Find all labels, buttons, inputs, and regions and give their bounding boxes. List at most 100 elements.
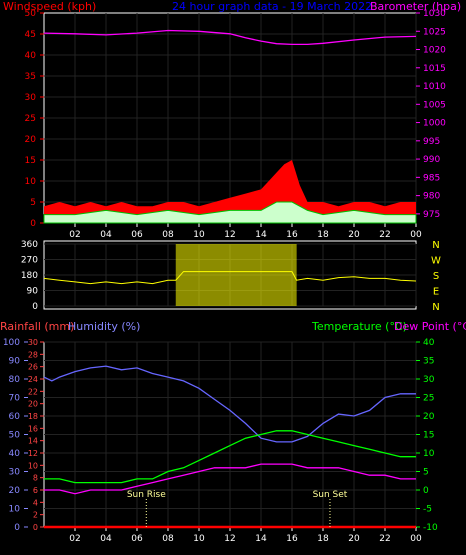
time-tick-label: 02 — [69, 534, 80, 544]
direction-tick-label: 0 — [32, 302, 38, 312]
sunrise-label: Sun Rise — [127, 490, 166, 500]
wind-tick-label: 25 — [25, 114, 36, 124]
temperature-tick-label: 15 — [423, 431, 434, 441]
time-tick-label: 10 — [193, 230, 205, 240]
chart-title: 24 hour graph data - 19 March 2022 — [172, 0, 372, 13]
wind-tick-label: 50 — [25, 9, 37, 19]
baro-tick-label: 995 — [423, 137, 440, 147]
direction-tick-label: 270 — [21, 256, 38, 266]
baro-tick-label: 980 — [423, 192, 440, 202]
barometer-axis-ticks: 1030 1025 1020 1015 1010 1005 1000 995 990 985 980… — [416, 9, 446, 220]
baro-tick-label: 1025 — [423, 27, 446, 37]
time-tick-label: 18 — [317, 534, 329, 544]
rainfall-tick-label: 6 — [33, 486, 38, 495]
temperature-line — [44, 430, 416, 484]
wind-tick-label: 5 — [30, 198, 36, 208]
time-tick-label: 12 — [224, 534, 235, 544]
time-tick-label: 04 — [100, 534, 112, 544]
time-tick-label: 16 — [286, 534, 298, 544]
humidity-tick-label: 10 — [9, 505, 21, 515]
wind-tick-label: 20 — [25, 135, 37, 145]
humidity-tick-label: 40 — [9, 449, 21, 459]
temperature-tick-label: 0 — [423, 486, 429, 496]
time-tick-label: 06 — [131, 230, 143, 240]
direction-compass-label: N — [432, 240, 439, 251]
gust-area — [43, 201, 417, 224]
humidity-tick-label: 80 — [9, 375, 21, 385]
baro-tick-label: 1030 — [423, 9, 446, 19]
wind-tick-label: 15 — [25, 156, 36, 166]
wind-tick-label: 0 — [30, 219, 36, 229]
humidity-axis-title: Humidity (%) — [68, 320, 140, 333]
windspeed-axis-title: Windspeed (kph) — [3, 0, 96, 13]
temperature-axis-ticks: 40 35 30 25 20 15 10 5 0 -5 -10 — [416, 338, 438, 533]
humidity-tick-label: 60 — [9, 412, 21, 422]
rainfall-axis-title: Rainfall (mm) — [0, 320, 74, 333]
temperature-tick-label: -5 — [423, 505, 432, 515]
temperature-tick-label: -10 — [423, 523, 438, 533]
sun-markers: Sun Rise Sun Set — [127, 490, 348, 527]
time-tick-label: 18 — [317, 230, 329, 240]
time-tick-label: 14 — [255, 534, 267, 544]
wind-tick-label: 40 — [25, 51, 37, 61]
time-tick-label: 22 — [379, 230, 390, 240]
rainfall-tick-label: 8 — [33, 474, 38, 483]
time-tick-label: 20 — [348, 534, 360, 544]
baro-tick-label: 1010 — [423, 82, 446, 92]
barometer-axis-title: Barometer (hpa) — [370, 0, 461, 13]
baro-tick-label: 1020 — [423, 46, 446, 56]
humidity-tick-label: 20 — [9, 486, 21, 496]
direction-variable-band — [175, 244, 297, 306]
time-tick-label: 16 — [286, 230, 298, 240]
rainfall-tick-label: 2 — [33, 511, 38, 520]
rainfall-tick-label: 12 — [28, 449, 38, 458]
time-tick-label: 14 — [255, 230, 267, 240]
time-tick-label: 22 — [379, 534, 390, 544]
temp-time-axis-ticks: 02 04 06 08 10 12 14 16 18 20 22 00 — [69, 527, 422, 544]
time-tick-label: 20 — [348, 230, 360, 240]
time-tick-label: 08 — [162, 230, 174, 240]
rainfall-tick-label: 24 — [28, 375, 38, 384]
temperature-tick-label: 25 — [423, 394, 434, 404]
rainfall-tick-label: 20 — [28, 400, 38, 409]
wind-tick-label: 10 — [25, 177, 37, 187]
barometer-line — [43, 29, 417, 46]
rainfall-tick-label: 4 — [33, 498, 38, 507]
direction-degree-ticks: 360 270 180 90 0 — [21, 240, 38, 312]
rainfall-tick-label: 10 — [28, 461, 38, 470]
wind-time-axis-ticks: 02 04 06 08 10 12 14 16 18 20 22 00 — [69, 223, 422, 240]
time-tick-label: 00 — [410, 230, 422, 240]
temperature-tick-label: 10 — [423, 449, 435, 459]
time-tick-label: 12 — [224, 230, 235, 240]
direction-grid — [44, 243, 417, 307]
wind-tick-label: 35 — [25, 72, 36, 82]
humidity-tick-label: 0 — [14, 523, 20, 533]
temperature-tick-label: 35 — [423, 357, 434, 367]
baro-tick-label: 1000 — [423, 119, 446, 129]
time-tick-label: 10 — [193, 534, 205, 544]
time-tick-label: 00 — [410, 534, 422, 544]
time-tick-label: 08 — [162, 534, 174, 544]
rainfall-tick-label: 16 — [28, 424, 38, 433]
direction-tick-label: 360 — [21, 240, 38, 250]
temperature-tick-label: 5 — [423, 468, 429, 478]
direction-compass-label: N — [432, 302, 439, 313]
temperature-tick-label: 30 — [423, 375, 435, 385]
direction-tick-label: 90 — [27, 287, 39, 297]
wind-baro-series — [43, 29, 417, 224]
direction-compass-label: W — [431, 256, 441, 267]
humidity-tick-label: 30 — [9, 468, 21, 478]
rainfall-tick-label: 18 — [28, 412, 38, 421]
temperature-axis-title: Temperature (°C) — [311, 320, 407, 333]
rainfall-tick-label: 30 — [28, 338, 38, 347]
direction-series — [43, 244, 417, 306]
time-tick-label: 04 — [100, 230, 112, 240]
temp-humidity-series — [43, 365, 416, 529]
humidity-tick-label: 100 — [3, 338, 20, 348]
rainfall-tick-label: 22 — [28, 387, 38, 396]
baro-tick-label: 990 — [423, 155, 440, 165]
